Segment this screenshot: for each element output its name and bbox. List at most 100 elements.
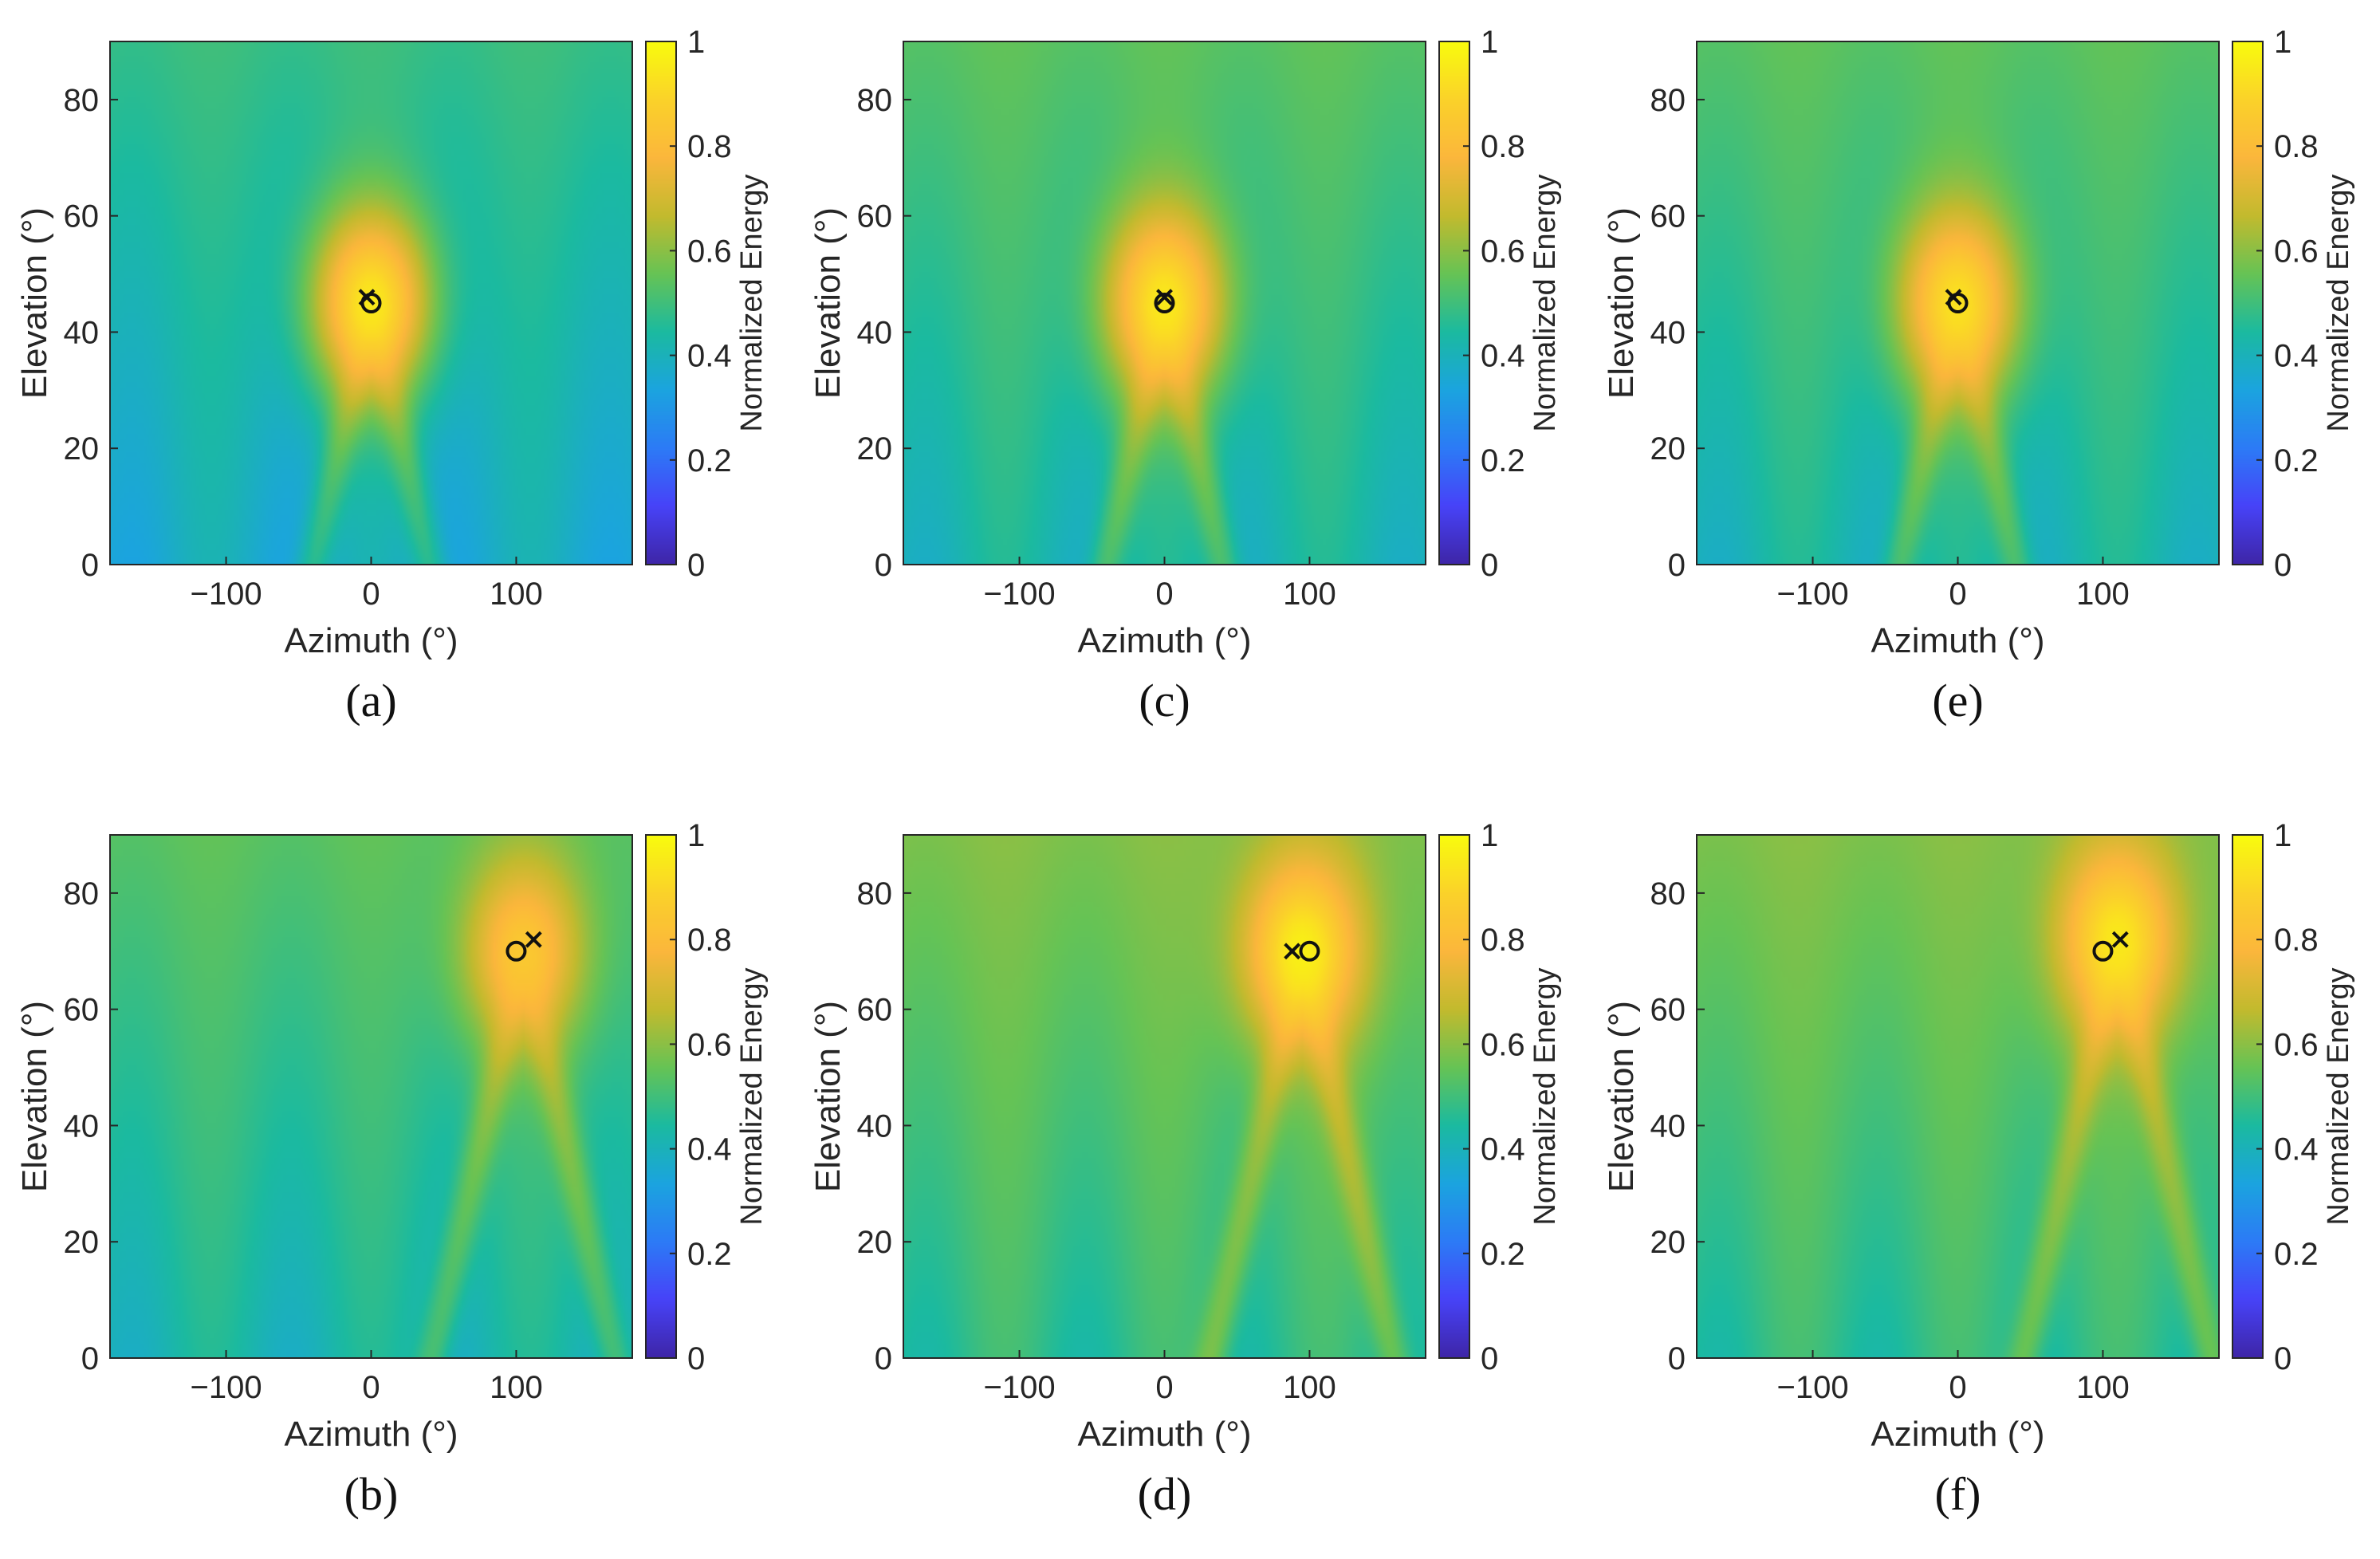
x-axis-label: Azimuth (°) bbox=[1871, 621, 2044, 660]
y-tick-label: 20 bbox=[857, 431, 893, 467]
y-tick-label: 20 bbox=[1650, 1225, 1686, 1260]
colorbar-tick-label: 0.4 bbox=[2274, 339, 2319, 374]
colorbar-box bbox=[2232, 41, 2264, 565]
y-tick-label: 60 bbox=[1650, 993, 1686, 1028]
colorbar-tick-label: 0.6 bbox=[1481, 234, 1525, 269]
y-tick-label: 40 bbox=[1650, 315, 1686, 350]
colorbar-tick-label: 0 bbox=[1481, 1341, 1498, 1376]
chart-f: −100 0 100 0 20 40 60 80 Azimuth (°) Elevation (°… bbox=[1602, 818, 2355, 1454]
y-tick-label: 80 bbox=[64, 83, 100, 118]
colorbar-tick-label: 0 bbox=[687, 548, 705, 583]
chart-d: −100 0 100 0 20 40 60 80 Azimuth (°) Elevation (°… bbox=[808, 818, 1562, 1454]
y-tick-label: 20 bbox=[857, 1225, 893, 1260]
colorbar bbox=[2232, 41, 2263, 565]
y-tick-label: 40 bbox=[64, 315, 100, 350]
x-tick-label: 0 bbox=[362, 577, 380, 612]
y-tick-label: 0 bbox=[81, 1341, 99, 1376]
y-axis-label: Elevation (°) bbox=[15, 1001, 54, 1192]
colorbar-box bbox=[1438, 834, 1470, 1359]
colorbar-tick-label: 0.8 bbox=[2274, 129, 2319, 164]
colorbar-tick-label: 0 bbox=[2274, 1341, 2291, 1376]
colorbar-box bbox=[645, 41, 677, 565]
colorbar-tick-label: 0.2 bbox=[687, 1237, 732, 1272]
heatmap-c bbox=[903, 41, 1426, 565]
y-tick-label: 60 bbox=[64, 993, 100, 1028]
colorbar-tick-label: 0.2 bbox=[1481, 443, 1525, 478]
colorbar-tick-label: 1 bbox=[2274, 818, 2291, 853]
y-tick-label: 40 bbox=[1650, 1108, 1686, 1144]
colorbar-tick-label: 0.6 bbox=[2274, 234, 2319, 269]
colorbar-tick-label: 1 bbox=[687, 25, 705, 60]
x-tick-label: 0 bbox=[1155, 1370, 1173, 1405]
colorbar-tick-label: 0.6 bbox=[687, 1027, 732, 1062]
x-tick-label: 100 bbox=[1283, 1370, 1336, 1405]
colorbar-tick-label: 0.6 bbox=[2274, 1027, 2319, 1062]
true-source-x-marker bbox=[1284, 943, 1301, 960]
x-tick-label: 0 bbox=[1949, 577, 1966, 612]
y-tick-label: 60 bbox=[857, 199, 893, 234]
colorbar-tick-label: 0.2 bbox=[1481, 1237, 1525, 1272]
x-tick-label: −100 bbox=[191, 1370, 262, 1405]
y-tick-label: 80 bbox=[64, 876, 100, 911]
colorbar-tick-label: 1 bbox=[2274, 25, 2291, 60]
panel-a: −100 0 100 0 20 40 60 80 Azimuth (°) Elevation (°… bbox=[0, 0, 789, 766]
estimate-o-marker bbox=[1154, 293, 1175, 313]
y-axis-label: Elevation (°) bbox=[808, 1001, 848, 1192]
colorbar-tick-label: 1 bbox=[1481, 25, 1498, 60]
panel-caption: (b) bbox=[344, 1468, 399, 1520]
colorbar-label: Normalized Energy bbox=[1528, 967, 1562, 1225]
chart-b: −100 0 100 0 20 40 60 80 Azimuth (°) Elevation (°… bbox=[15, 818, 769, 1454]
y-axis-label: Elevation (°) bbox=[1602, 1001, 1641, 1192]
colorbar-tick-label: 1 bbox=[687, 818, 705, 853]
heatmap-d bbox=[903, 835, 1426, 1358]
colorbar-tick-label: 0.2 bbox=[687, 443, 732, 478]
colorbar bbox=[646, 835, 676, 1358]
colorbar-box bbox=[645, 834, 677, 1359]
panel-e: −100 0 100 0 20 40 60 80 Azimuth (°) Elevation (°… bbox=[1587, 0, 2376, 766]
panel-d: −100 0 100 0 20 40 60 80 Azimuth (°) Elevation (°… bbox=[793, 793, 1583, 1559]
x-tick-label: −100 bbox=[1777, 1370, 1849, 1405]
panel-caption: (d) bbox=[1137, 1468, 1192, 1520]
colorbar-tick-label: 0.2 bbox=[2274, 443, 2319, 478]
true-source-x-marker bbox=[2111, 931, 2129, 948]
panel-f: −100 0 100 0 20 40 60 80 Azimuth (°) Elevation (°… bbox=[1587, 793, 2376, 1559]
colorbar-tick-label: 0 bbox=[2274, 548, 2291, 583]
colorbar-tick-label: 0.4 bbox=[687, 1132, 732, 1167]
colorbar-box bbox=[1438, 41, 1470, 565]
x-tick-label: 0 bbox=[1949, 1370, 1966, 1405]
colorbar-label: Normalized Energy bbox=[1528, 174, 1562, 431]
colorbar-tick-label: 1 bbox=[1481, 818, 1498, 853]
colorbar-tick-label: 0.4 bbox=[1481, 339, 1525, 374]
y-tick-label: 60 bbox=[1650, 199, 1686, 234]
colorbar-tick-label: 0.8 bbox=[687, 129, 732, 164]
colorbar-tick-label: 0.8 bbox=[2274, 923, 2319, 958]
colorbar-tick-label: 0 bbox=[1481, 548, 1498, 583]
y-tick-label: 80 bbox=[857, 83, 893, 118]
colorbar-tick-label: 0.8 bbox=[1481, 923, 1525, 958]
x-tick-label: 0 bbox=[362, 1370, 380, 1405]
colorbar-label: Normalized Energy bbox=[2322, 174, 2355, 431]
true-source-x-marker bbox=[525, 931, 542, 948]
x-tick-label: −100 bbox=[984, 577, 1056, 612]
y-tick-label: 40 bbox=[857, 1108, 893, 1144]
x-axis-label: Azimuth (°) bbox=[1077, 1415, 1251, 1454]
y-tick-label: 80 bbox=[857, 876, 893, 911]
panel-c: −100 0 100 0 20 40 60 80 Azimuth (°) Elevation (°… bbox=[793, 0, 1583, 766]
y-tick-label: 40 bbox=[857, 315, 893, 350]
y-tick-label: 0 bbox=[1668, 1341, 1686, 1376]
y-tick-label: 40 bbox=[64, 1108, 100, 1144]
colorbar bbox=[1439, 41, 1469, 565]
panel-caption: (a) bbox=[345, 675, 397, 726]
estimate-o-marker bbox=[506, 940, 527, 962]
x-axis-label: Azimuth (°) bbox=[1077, 621, 1251, 660]
x-tick-label: 100 bbox=[2076, 1370, 2130, 1405]
x-tick-label: −100 bbox=[1777, 577, 1849, 612]
colorbar-tick-label: 0.2 bbox=[2274, 1237, 2319, 1272]
x-axis-label: Azimuth (°) bbox=[284, 621, 458, 660]
y-tick-label: 20 bbox=[64, 431, 100, 467]
colorbar-tick-label: 0.4 bbox=[687, 339, 732, 374]
y-tick-label: 60 bbox=[857, 993, 893, 1028]
panel-caption: (c) bbox=[1139, 675, 1190, 726]
x-tick-label: 100 bbox=[2076, 577, 2130, 612]
estimate-o-marker bbox=[2092, 940, 2114, 962]
